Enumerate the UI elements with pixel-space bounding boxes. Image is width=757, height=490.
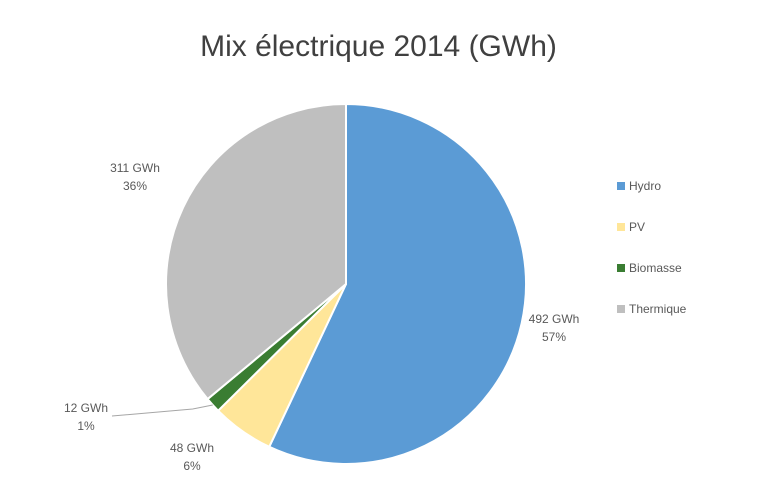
pie-slices (165, 102, 527, 465)
legend: Hydro PV Biomasse Thermique (617, 179, 687, 316)
chart-title: Mix électrique 2014 (GWh) (200, 30, 557, 63)
legend-swatch-thermique (617, 305, 625, 313)
slice-hydro (267, 102, 527, 465)
data-labels: 492 GWh 57% 48 GWh 6% 12 GWh 1% 311 GWh 36% (64, 161, 579, 473)
data-label-value-hydro: 492 GWh (529, 312, 580, 326)
slice-thermique (165, 102, 347, 401)
data-label-percent-thermique: 36% (123, 179, 147, 193)
legend-label-thermique: Thermique (629, 302, 687, 316)
data-label-value-thermique: 311 GWh (110, 161, 160, 175)
leader-line-biomasse (111, 404, 213, 417)
legend-label-pv: PV (629, 220, 645, 234)
data-label-percent-pv: 6% (183, 459, 201, 473)
legend-swatch-biomasse (617, 264, 625, 272)
legend-swatch-pv (617, 223, 625, 231)
legend-swatch-hydro (617, 182, 625, 190)
data-label-percent-hydro: 57% (542, 330, 566, 344)
data-label-value-pv: 48 GWh (170, 441, 214, 455)
leader-lines (111, 404, 213, 417)
legend-label-biomasse: Biomasse (629, 261, 682, 275)
data-label-value-biomasse: 12 GWh (64, 401, 108, 415)
data-label-percent-biomasse: 1% (77, 419, 95, 433)
legend-label-hydro: Hydro (629, 179, 661, 193)
